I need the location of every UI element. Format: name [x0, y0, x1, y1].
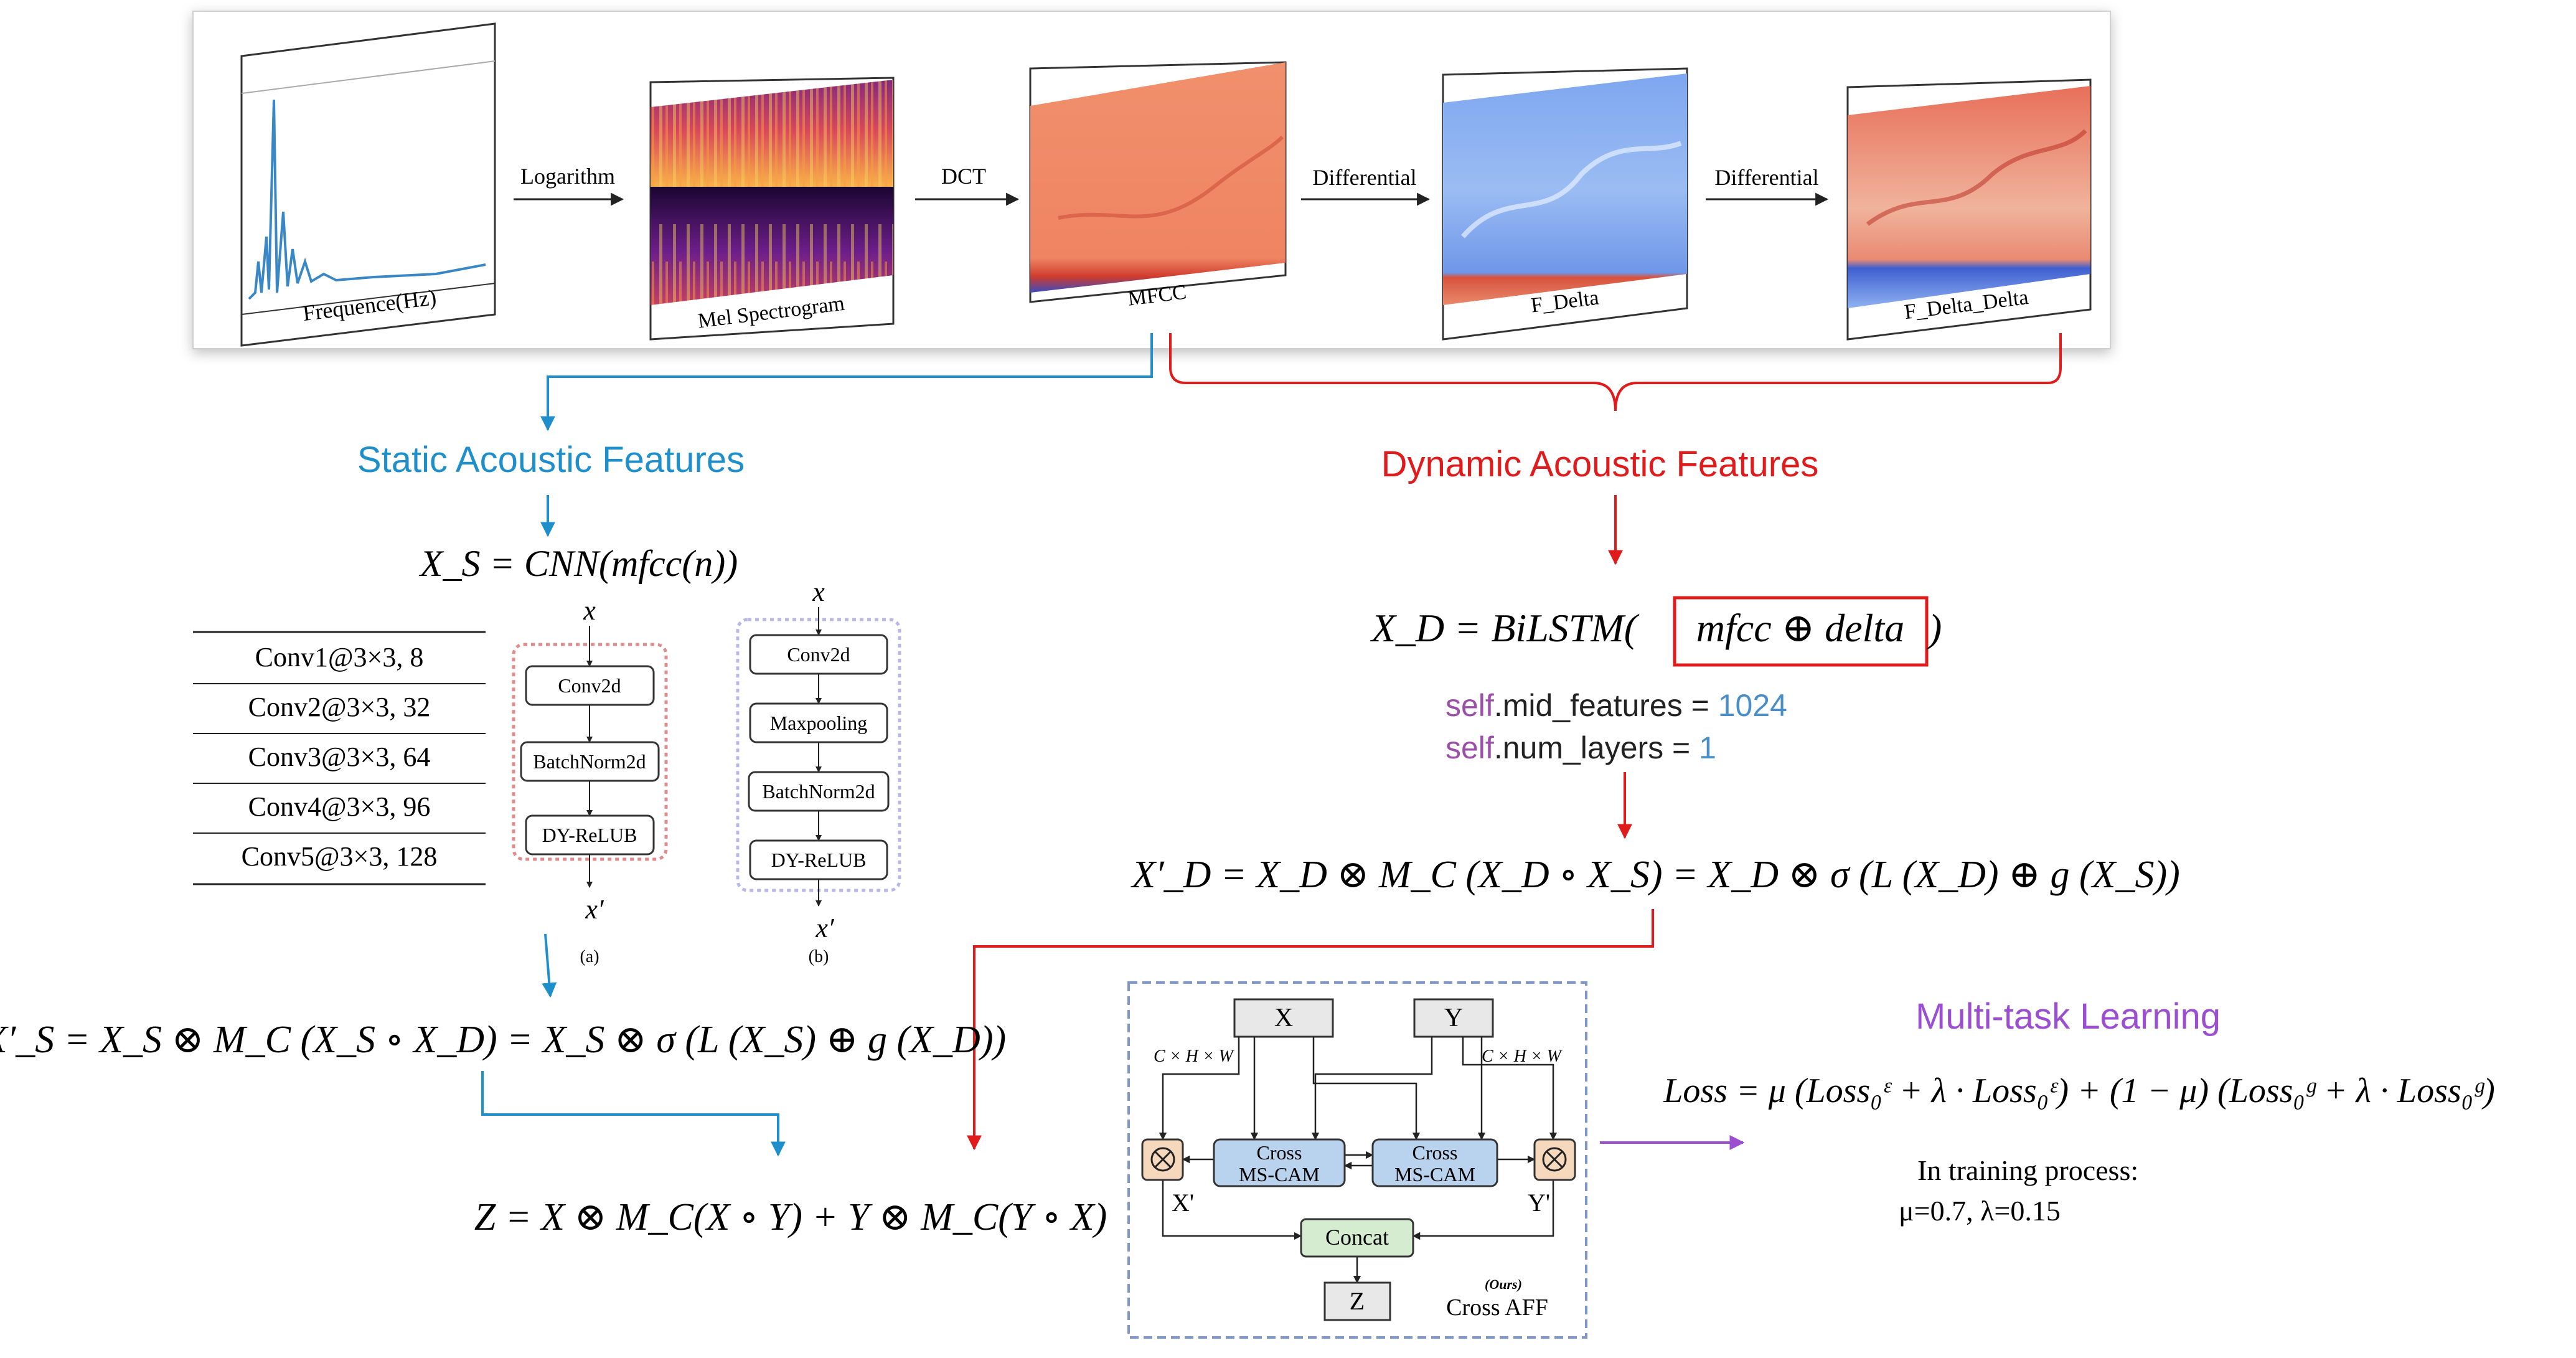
cam-label-line2: MS-CAM — [1239, 1163, 1320, 1186]
static-features-title: Static Acoustic Features — [357, 440, 745, 480]
output-z-label: Z — [1350, 1287, 1365, 1315]
concat-label: Concat — [1325, 1225, 1389, 1250]
cam-label-line1: Cross — [1413, 1141, 1458, 1164]
block-b-layer-label: Maxpooling — [770, 712, 867, 734]
input-x-label: X — [1274, 1004, 1293, 1032]
training-note-line2: μ=0.7, λ=0.15 — [1899, 1195, 2061, 1227]
code-line-num-layers: self.num_layers = 1 — [1445, 730, 1716, 765]
cross-ms-cam-left — [1213, 1138, 1346, 1187]
conv-row: Conv5@3×3, 128 — [242, 841, 438, 872]
output-z-box — [1323, 1281, 1391, 1321]
conv-row: Conv2@3×3, 32 — [248, 692, 431, 722]
y-prime-label: Y' — [1528, 1189, 1550, 1217]
static-fusion-equation: X′_S = X_S ⊗ M_C (X_S ∘ X_D) = X_S ⊗ σ (… — [0, 1019, 1006, 1061]
final-z-equation: Z = X ⊗ M_C(X ∘ Y) + Y ⊗ M_C(Y ∘ X) — [474, 1196, 1107, 1238]
dynamic-fusion-equation: X′_D = X_D ⊗ M_C (X_D ∘ X_S) = X_D ⊗ σ (… — [1130, 854, 2180, 896]
bilstm-equation-prefix: X_D = BiLSTM( — [1370, 606, 1640, 650]
static-connectors — [481, 333, 1153, 1157]
block-b-layer-label: DY-ReLUB — [771, 849, 867, 871]
dim-label-left: C × H × W — [1154, 1047, 1235, 1066]
block-b-caption: (b) — [809, 947, 829, 966]
multitask-title: Multi-task Learning — [1916, 996, 2221, 1037]
dynamic-bilstm-equation: X_D = BiLSTM( mfcc ⊕ delta ) — [1370, 596, 1942, 667]
block-a-layer-label: Conv2d — [558, 674, 621, 697]
block-a-output: x′ — [585, 894, 604, 925]
loss-equation: Loss = μ (Loss₀ᵋ + λ · Loss₀ᵋ) + (1 − μ)… — [1663, 1072, 2495, 1110]
arrow-label-differential-1: Differential — [1312, 165, 1416, 190]
otimes-icon — [1542, 1147, 1567, 1172]
block-b-input: x — [812, 577, 825, 607]
mel-spectrogram-panel: Mel Spectrogram — [649, 77, 895, 341]
otimes-icon — [1150, 1147, 1175, 1172]
conv-row: Conv4@3×3, 96 — [248, 791, 431, 822]
concat-box — [1300, 1218, 1414, 1258]
block-b-layer-label: BatchNorm2d — [762, 780, 875, 803]
conv-row: Conv3@3×3, 64 — [248, 742, 431, 772]
static-cnn-equation: X_S = CNN(mfcc(n)) — [419, 543, 738, 584]
block-a-input: x — [583, 595, 596, 626]
dynamic-connectors — [967, 333, 2062, 1151]
bilstm-equation-boxed: mfcc ⊕ delta — [1696, 606, 1904, 650]
conv-table: Conv1@3×3, 8 Conv2@3×3, 32 Conv3@3×3, 64… — [193, 631, 486, 885]
highlight-box — [1673, 596, 1929, 667]
frequency-spectrum-panel: Frequence(Hz) — [240, 22, 496, 347]
pipeline-arrows: Logarithm DCT Differential Differential — [514, 164, 1829, 206]
input-y-label: Y — [1444, 1004, 1463, 1032]
block-a-caption: (a) — [580, 947, 599, 966]
code-line-mid-features: self.mid_features = 1024 — [1445, 688, 1787, 723]
cross-aff-name: Cross AFF — [1446, 1294, 1548, 1321]
cross-ms-cam-right — [1371, 1138, 1498, 1187]
ours-label: (Ours) — [1485, 1276, 1522, 1292]
block-b-layer-label: Conv2d — [787, 643, 850, 666]
cross-aff-diagram: X Y C × H × W C × H × W Cross MS-CAM Cro… — [1127, 981, 1587, 1339]
conv-row: Conv1@3×3, 8 — [255, 642, 424, 672]
block-a-layer-label: DY-ReLUB — [542, 824, 637, 846]
cam-label-line1: Cross — [1257, 1141, 1302, 1164]
f-delta-delta-panel: F_Delta_Delta — [1846, 78, 2092, 341]
dim-label-right: C × H × W — [1482, 1047, 1563, 1066]
cross-aff-frame — [1127, 981, 1587, 1339]
arrow-label-differential-2: Differential — [1714, 165, 1818, 190]
input-x-box — [1233, 998, 1334, 1038]
cam-label-line2: MS-CAM — [1394, 1163, 1475, 1186]
block-a-layer-label: BatchNorm2d — [533, 750, 646, 773]
block-b-output: x′ — [815, 913, 835, 943]
f-delta-panel: F_Delta — [1442, 67, 1688, 341]
arrow-label-logarithm: Logarithm — [520, 164, 615, 189]
x-prime-label: X' — [1172, 1189, 1194, 1217]
block-a: x Conv2d BatchNorm2d DY-ReLUB x′ (a) — [512, 595, 668, 966]
input-y-box — [1413, 998, 1494, 1038]
dynamic-features-title: Dynamic Acoustic Features — [1381, 444, 1819, 484]
bilstm-equation-suffix: ) — [1926, 606, 1942, 650]
training-note-line1: In training process: — [1917, 1154, 2138, 1186]
code-snippet: self.mid_features = 1024 self.num_layers… — [1445, 688, 1787, 765]
block-b: x Conv2d Maxpooling BatchNorm2d DY-ReLUB… — [736, 577, 901, 966]
arrow-label-dct: DCT — [941, 164, 986, 189]
mfcc-panel: MFCC — [1029, 61, 1287, 311]
